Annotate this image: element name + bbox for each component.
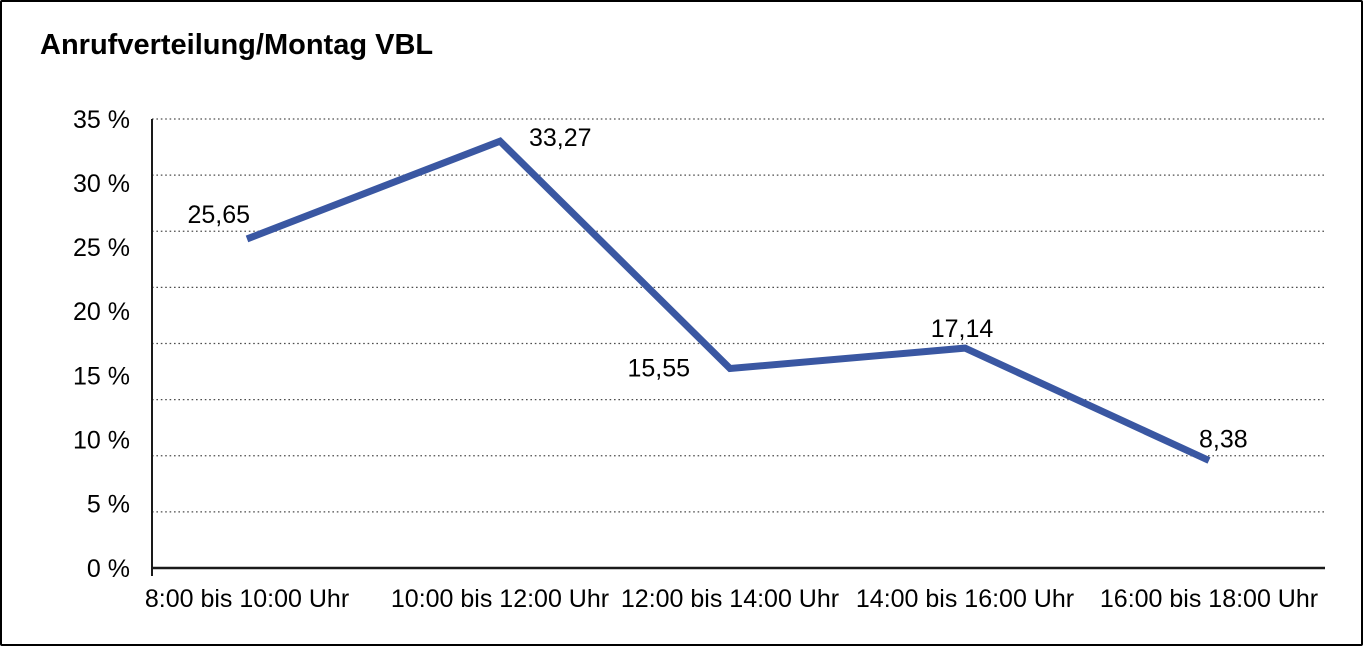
data-series-line <box>245 137 1211 464</box>
x-tick-label: 14:00 bis 16:00 Uhr <box>856 585 1074 613</box>
y-tick-label: 5 % <box>87 491 130 519</box>
y-tick-label: 25 % <box>73 234 130 262</box>
data-point-label: 15,55 <box>627 355 690 383</box>
data-point-label: 17,14 <box>931 315 994 343</box>
x-tick-label: 16:00 bis 18:00 Uhr <box>1100 585 1318 613</box>
chart-title: Anrufverteilung/Montag VBL <box>40 29 434 61</box>
y-tick-label: 15 % <box>73 362 130 390</box>
y-tick-label: 30 % <box>73 170 130 198</box>
y-tick-label: 0 % <box>87 555 130 583</box>
x-tick-label: 10:00 bis 12:00 Uhr <box>391 585 609 613</box>
data-point-label: 8,38 <box>1199 425 1248 453</box>
y-tick-label: 10 % <box>73 426 130 454</box>
x-tick-label: 12:00 bis 14:00 Uhr <box>621 585 839 613</box>
data-point-label: 33,27 <box>529 124 592 152</box>
x-tick-label: 8:00 bis 10:00 Uhr <box>145 585 349 613</box>
y-tick-label: 20 % <box>73 298 130 326</box>
data-point-label: 25,65 <box>187 201 250 229</box>
y-tick-label: 35 % <box>73 106 130 134</box>
